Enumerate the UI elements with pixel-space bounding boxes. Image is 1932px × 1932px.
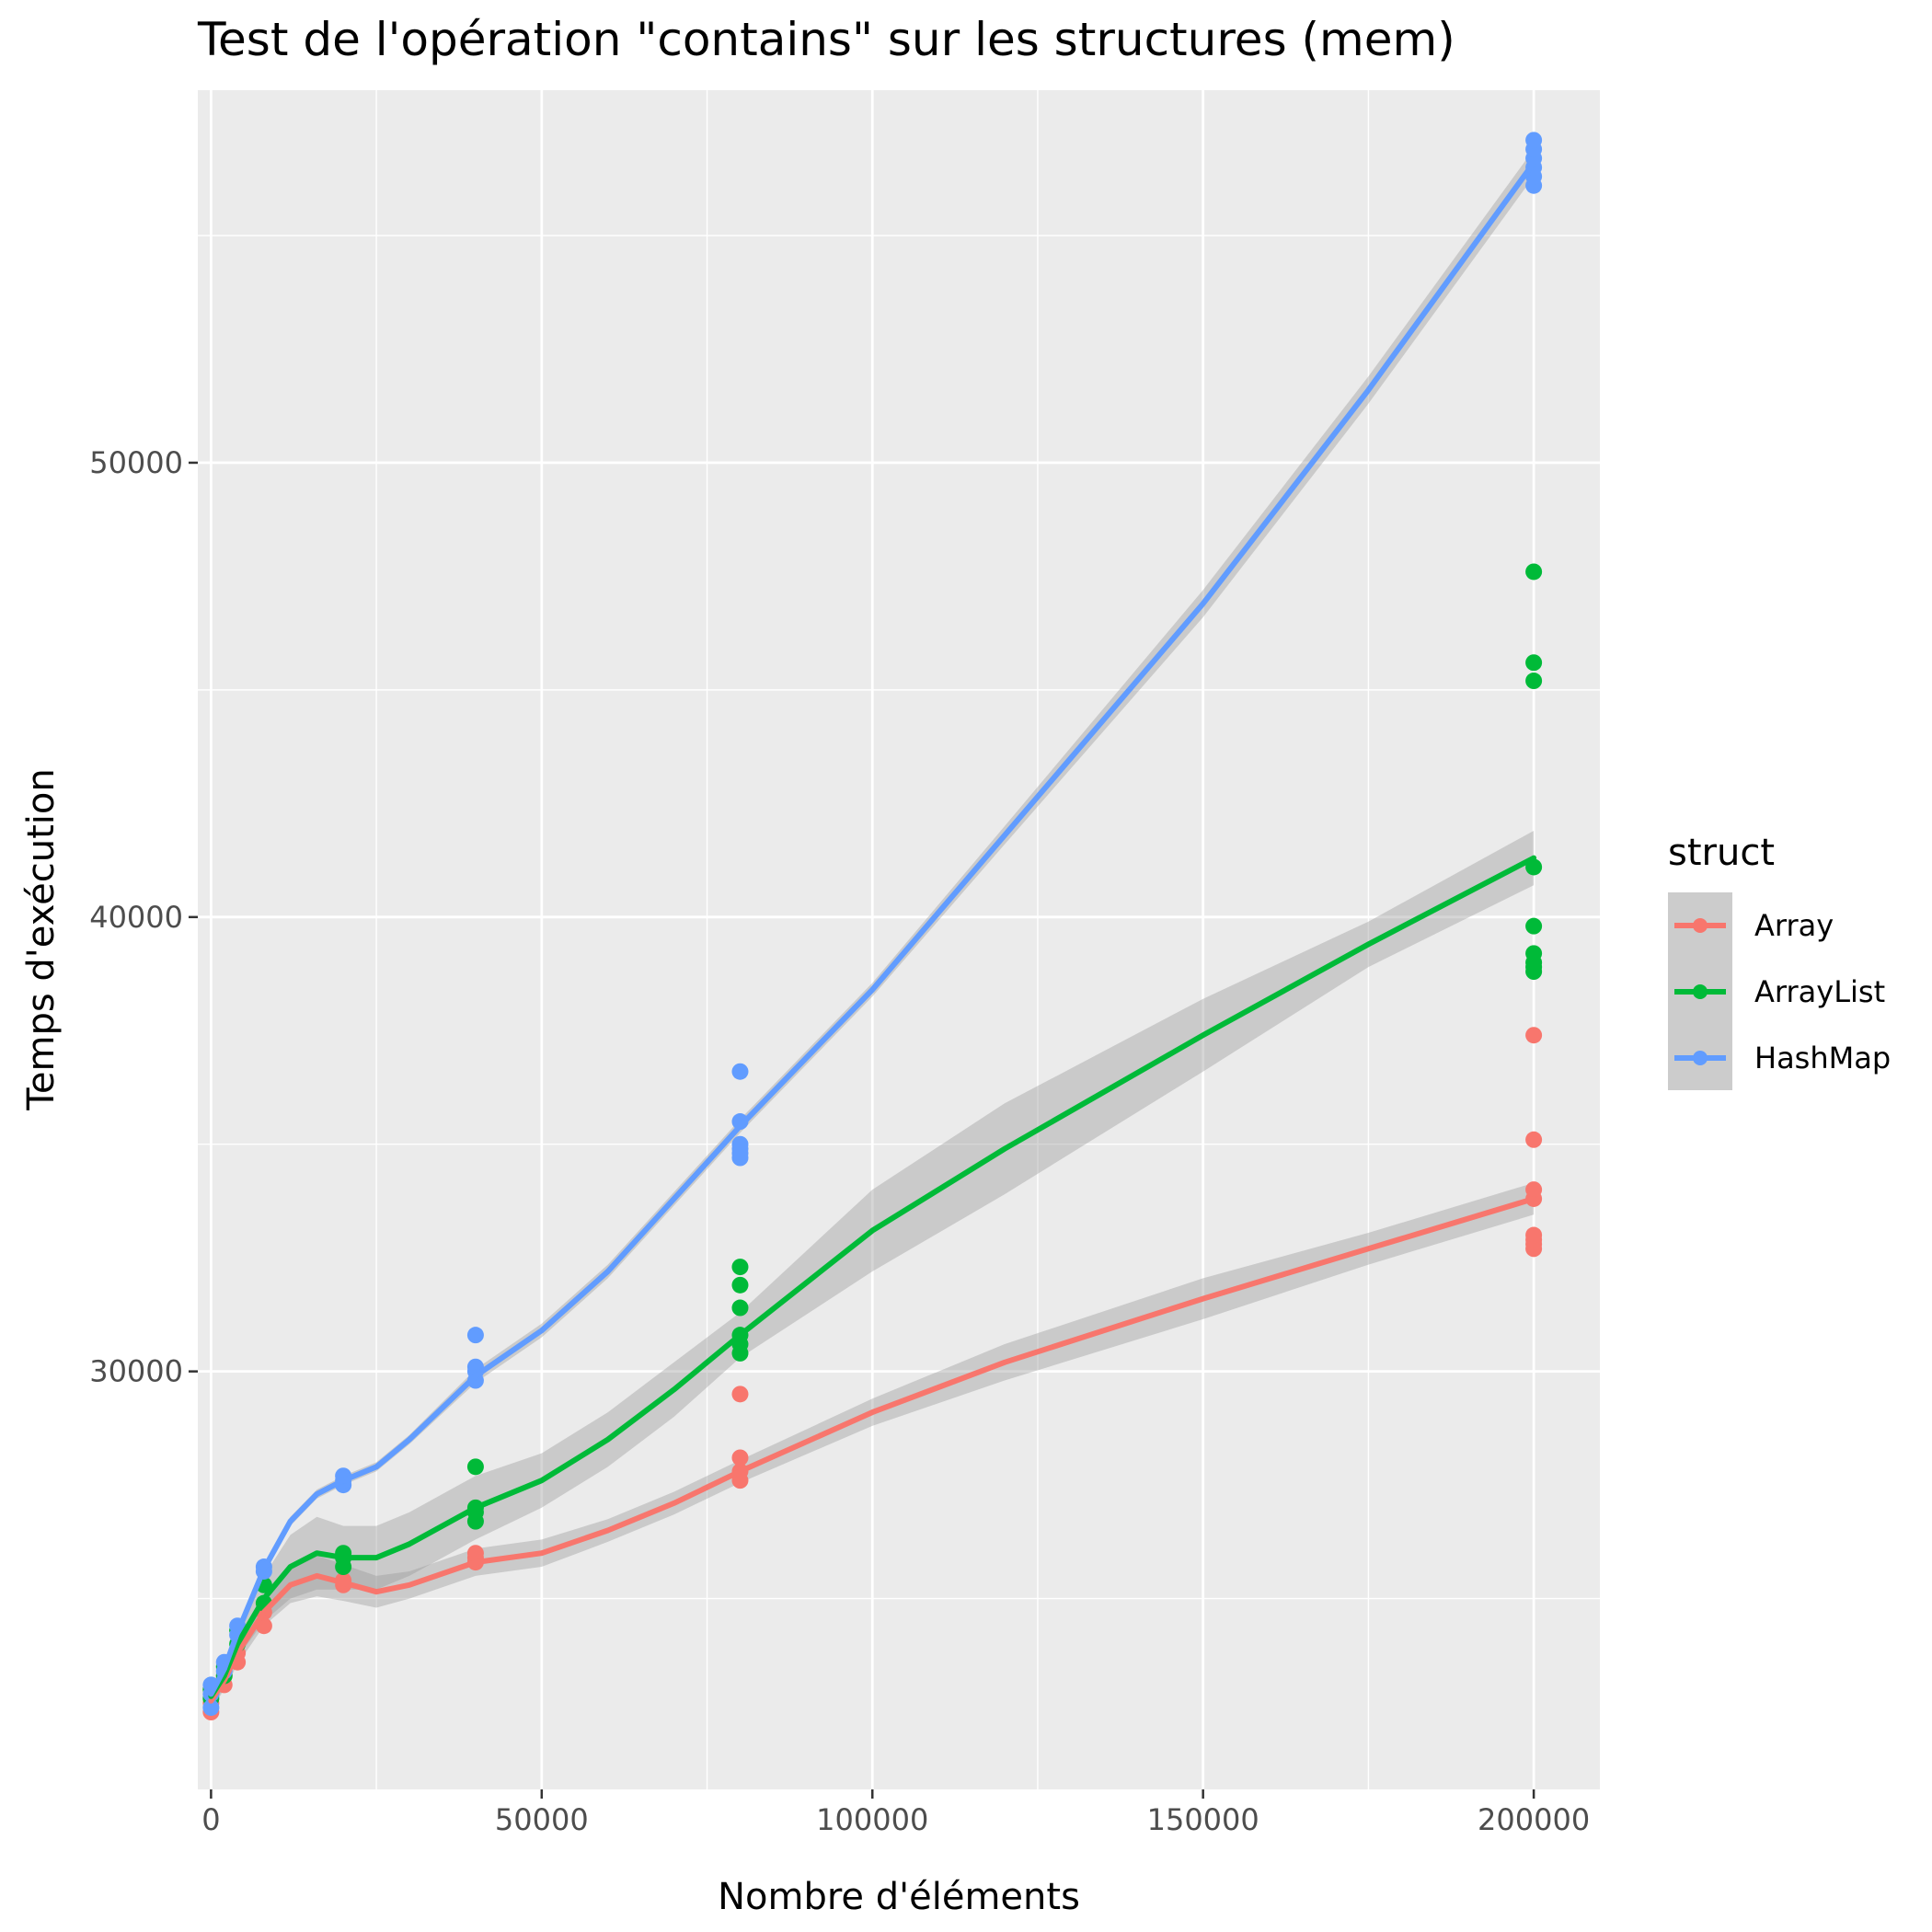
x-axis: 0 50000 100000 150000 200000 xyxy=(201,1789,1590,1837)
ribbon-array xyxy=(211,1182,1535,1710)
point-arraylist xyxy=(466,1458,484,1476)
point-array xyxy=(1525,1027,1543,1044)
grid-minor xyxy=(198,90,1600,1789)
legend-label-hashmap: HashMap xyxy=(1754,1041,1891,1075)
legend-key-point-array xyxy=(1693,918,1708,933)
x-tick-label: 200000 xyxy=(1478,1802,1590,1837)
point-arraylist xyxy=(1525,917,1543,935)
point-array xyxy=(1525,1131,1543,1148)
x-axis-title: Nombre d'éléments xyxy=(718,1876,1080,1918)
point-arraylist xyxy=(731,1276,749,1294)
y-tick-label: 50000 xyxy=(89,445,183,480)
y-tick-label: 30000 xyxy=(89,1354,183,1389)
smooth-line-arraylist xyxy=(208,855,1537,1699)
point-arraylist xyxy=(1525,563,1543,581)
y-axis-title: Temps d'exécution xyxy=(20,768,63,1110)
point-hashmap xyxy=(466,1327,484,1344)
point-hashmap xyxy=(1525,132,1543,149)
legend-key-point-hashmap xyxy=(1693,1051,1708,1065)
point-arraylist xyxy=(731,1299,749,1317)
point-array xyxy=(1525,1226,1543,1244)
point-array xyxy=(731,1449,749,1466)
point-arraylist xyxy=(731,1259,749,1276)
x-tick-label: 0 xyxy=(201,1802,220,1837)
legend-key-point-arraylist xyxy=(1693,984,1708,999)
point-array xyxy=(466,1545,484,1562)
smooth-line-hashmap xyxy=(208,160,1537,1697)
point-array xyxy=(1525,1181,1543,1199)
y-axis: 30000 40000 50000 xyxy=(89,445,198,1389)
point-hashmap xyxy=(731,1063,749,1080)
plot-panel xyxy=(198,90,1600,1789)
y-tick-label: 40000 xyxy=(89,900,183,935)
chart-title: Test de l'opération "contains" sur les s… xyxy=(197,13,1455,66)
point-arraylist xyxy=(1525,673,1543,690)
legend: struct Array ArrayList HashMap xyxy=(1668,832,1891,1090)
point-array xyxy=(731,1386,749,1403)
point-arraylist xyxy=(1525,654,1543,672)
x-tick-label: 50000 xyxy=(495,1802,589,1837)
point-arraylist xyxy=(1525,945,1543,962)
point-hashmap xyxy=(731,1135,749,1153)
confidence-ribbons xyxy=(211,149,1535,1710)
smooth-lines xyxy=(208,160,1537,1704)
legend-title: struct xyxy=(1668,832,1775,874)
ribbon-arraylist xyxy=(211,831,1535,1708)
smooth-line-array xyxy=(208,1196,1537,1704)
x-tick-label: 150000 xyxy=(1147,1802,1259,1837)
legend-label-array: Array xyxy=(1754,908,1834,943)
x-tick-label: 100000 xyxy=(816,1802,928,1837)
grid-major xyxy=(198,90,1600,1789)
legend-label-arraylist: ArrayList xyxy=(1754,974,1885,1009)
point-hashmap xyxy=(202,1699,220,1717)
